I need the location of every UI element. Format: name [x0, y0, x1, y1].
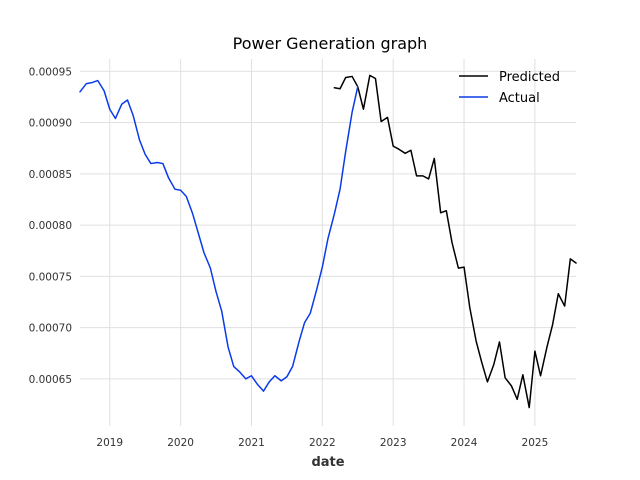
y-tick-label: 0.00070 — [29, 323, 72, 335]
series-line-actual — [79, 79, 359, 392]
y-tick-labels: 0.00065 0.00070 0.00075 0.00080 0.00085 0.000… — [29, 66, 72, 386]
legend-label-predicted: Predicted — [499, 70, 560, 85]
y-tick-label: 0.00095 — [29, 66, 72, 78]
x-tick-label: 2020 — [167, 437, 194, 449]
chart-title: Power Generation graph — [233, 34, 428, 53]
series-line-predicted — [333, 74, 577, 409]
series-layer — [79, 74, 577, 409]
x-tick-labels: 2019 2020 2021 2022 2023 2024 2025 — [96, 437, 548, 449]
legend-label-actual: Actual — [499, 91, 540, 106]
x-tick-label: 2019 — [96, 437, 123, 449]
legend: Predicted Actual — [459, 70, 560, 106]
x-tick-label: 2021 — [238, 437, 265, 449]
x-tick-label: 2023 — [380, 437, 407, 449]
y-tick-label: 0.00085 — [29, 169, 72, 181]
y-tick-label: 0.00090 — [29, 118, 72, 130]
x-axis-label: date — [311, 455, 344, 470]
y-tick-label: 0.00075 — [29, 271, 72, 283]
x-tick-label: 2025 — [522, 437, 549, 449]
x-tick-label: 2024 — [451, 437, 478, 449]
y-tick-label: 0.00065 — [29, 374, 72, 386]
y-tick-label: 0.00080 — [29, 220, 72, 232]
x-tick-label: 2022 — [309, 437, 336, 449]
grid-layer — [80, 59, 576, 426]
